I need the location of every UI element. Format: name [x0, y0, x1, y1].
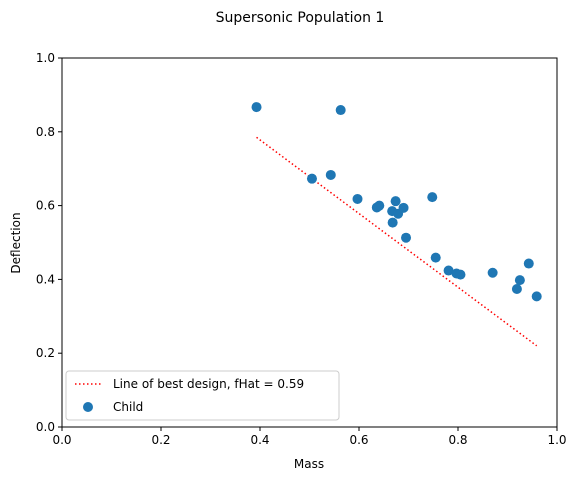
- scatter-point: [374, 200, 385, 211]
- scatter-point: [523, 258, 534, 269]
- scatter-point: [455, 269, 466, 280]
- best-fit-line-layer: [256, 136, 538, 347]
- scatter-point: [251, 102, 262, 113]
- legend-point-label: Child: [113, 400, 143, 414]
- scatter-point: [352, 193, 363, 204]
- scatter-point: [430, 252, 441, 263]
- best-fit-line: [256, 136, 538, 347]
- x-tick-label: 0.0: [52, 433, 71, 447]
- y-tick-label: 0.2: [36, 346, 55, 360]
- scatter-point: [427, 192, 438, 203]
- scatter-point: [335, 105, 346, 116]
- scatter-point: [487, 267, 498, 278]
- scatter-point: [443, 265, 454, 276]
- x-tick-label: 0.4: [250, 433, 269, 447]
- scatter-points-layer: [251, 102, 542, 302]
- scatter-point: [398, 202, 409, 213]
- y-tick-label: 0.8: [36, 125, 55, 139]
- plot-frame: [61, 57, 558, 428]
- x-tick-label: 0.2: [151, 433, 170, 447]
- scatter-point: [511, 283, 522, 294]
- x-tick-label: 0.8: [448, 433, 467, 447]
- y-tick-label: 0.6: [36, 199, 55, 213]
- y-tick-label: 1.0: [36, 51, 55, 65]
- scatter-point: [514, 275, 525, 286]
- x-axis-label: Mass: [294, 457, 324, 471]
- legend-line-label: Line of best design, fHat = 0.59: [113, 377, 304, 391]
- y-tick-label: 0.4: [36, 272, 55, 286]
- y-axis-label: Deflection: [9, 212, 23, 273]
- y-tick-label: 0.0: [36, 420, 55, 434]
- scatter-point: [387, 217, 398, 228]
- scatter-point: [401, 232, 412, 243]
- x-tick-label: 0.6: [349, 433, 368, 447]
- legend-point-swatch: [83, 402, 93, 412]
- x-tick-label: 1.0: [547, 433, 566, 447]
- chart-title: Supersonic Population 1: [216, 10, 385, 26]
- scatter-point: [306, 173, 317, 184]
- scatter-point: [325, 169, 336, 180]
- scatter-point: [390, 196, 401, 207]
- legend-box: [65, 370, 340, 421]
- x-axis-ticks: 0.0 0.2 0.4 0.6 0.8 1.0: [52, 427, 567, 447]
- legend: Line of best design, fHat = 0.59 Child: [65, 370, 340, 421]
- y-axis-ticks: 0.0 0.2 0.4 0.6 0.8 1.0: [36, 51, 62, 434]
- scatter-point: [531, 291, 542, 302]
